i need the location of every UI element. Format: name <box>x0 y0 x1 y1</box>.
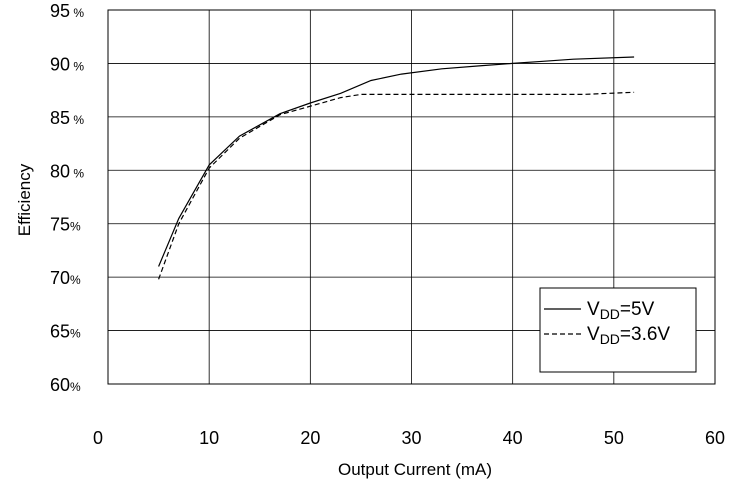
y-tick-number: 85 <box>50 108 70 128</box>
legend-subscript: DD <box>600 331 620 347</box>
y-tick-percent: % <box>70 327 81 341</box>
legend-subscript: DD <box>600 306 620 322</box>
legend-main: V <box>587 324 600 345</box>
x-tick-label: 30 <box>401 428 421 448</box>
y-tick-label: 80 % <box>50 161 84 181</box>
y-tick-label: 95 % <box>50 1 84 21</box>
y-tick-number: 70 <box>50 268 70 288</box>
y-tick-percent: % <box>70 220 81 234</box>
plot-area <box>107 9 716 385</box>
y-tick-number: 80 <box>50 161 70 181</box>
y-tick-label: 85 % <box>50 108 84 128</box>
y-tick-percent: % <box>70 113 84 127</box>
legend-box <box>539 287 697 373</box>
series-line-vdd-3-6v <box>158 91 635 280</box>
legend-rest: =5V <box>620 299 655 320</box>
y-tick-number: 95 <box>50 1 70 21</box>
y-tick-label: 75% <box>50 215 81 235</box>
x-tick-label: 50 <box>604 428 624 448</box>
y-tick-labels: 95 %90 %85 %80 %75%70%65%60% <box>50 1 84 395</box>
x-tick-label: 20 <box>300 428 320 448</box>
legend-entry: VDD=3.6V <box>587 324 670 347</box>
y-tick-label: 65% <box>50 322 81 342</box>
y-tick-number: 65 <box>50 322 70 342</box>
series-line-vdd-5v <box>158 56 635 267</box>
x-tick-label: 0 <box>93 428 103 448</box>
x-axis-label: Output Current (mA) <box>338 460 492 479</box>
x-tick-label: 40 <box>503 428 523 448</box>
legend-rest: =3.6V <box>620 324 671 345</box>
legend-entry: VDD=5V <box>587 299 655 322</box>
series-group <box>158 56 635 280</box>
x-tick-labels: 0 10 20 30 40 50 60 <box>93 428 725 448</box>
y-tick-percent: % <box>70 380 81 394</box>
y-axis-label: Efficiency <box>15 163 34 236</box>
y-tick-label: 60% <box>50 375 81 395</box>
x-tick-label: 10 <box>199 428 219 448</box>
y-tick-label: 70% <box>50 268 81 288</box>
y-tick-number: 90 <box>50 54 70 74</box>
y-tick-percent: % <box>70 166 84 180</box>
legend-main: V <box>587 299 600 320</box>
x-tick-label: 60 <box>705 428 725 448</box>
y-tick-percent: % <box>70 59 84 73</box>
y-tick-number: 75 <box>50 215 70 235</box>
y-tick-label: 90 % <box>50 54 84 74</box>
y-tick-percent: % <box>70 273 81 287</box>
y-tick-percent: % <box>70 6 84 20</box>
y-tick-number: 60 <box>50 375 70 395</box>
